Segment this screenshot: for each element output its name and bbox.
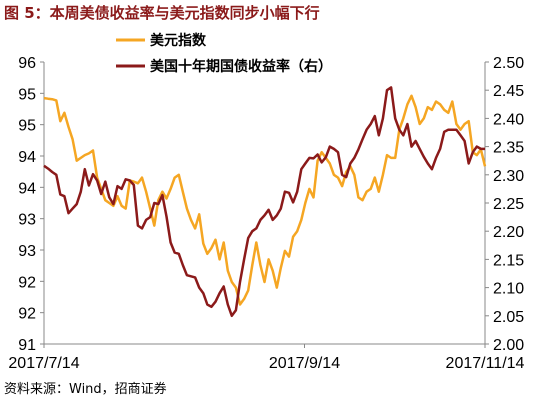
source-note: 资料来源：Wind，招商证券 [4,382,167,397]
y-left-tick-label: 92 [18,306,36,323]
series-lines [43,86,487,318]
y-right-tick-label: 2.05 [493,309,524,326]
y-right-tick-label: 2.25 [493,196,524,213]
y-left-tick-label: 94 [18,149,36,166]
y-right-tick-label: 2.30 [493,168,524,185]
series-line-usd-index [43,94,487,306]
y-right-tick-label: 2.10 [493,281,524,298]
y-right-tick-label: 2.40 [493,111,524,128]
y-left-tick-label: 95 [18,118,36,135]
y-right-tick-label: 2.20 [493,224,524,241]
y-left-tick-labels: 96 95 95 94 94 93 93 92 92 91 [18,55,44,354]
x-tick-labels: 2017/7/14 2017/9/14 2017/11/14 [8,344,525,372]
chart: 96 95 95 94 94 93 93 92 92 91 2.50 2.45 2.40 2.35 2.3… [8,32,525,372]
y-right-tick-labels: 2.50 2.45 2.40 2.35 2.30 2.25 2.20 2.15 2.10 2.05… [485,55,524,354]
y-right-tick-label: 2.45 [493,83,524,100]
series-line-ust10y-yield [43,86,485,318]
y-right-tick-label: 2.35 [493,140,524,157]
y-left-tick-label: 93 [18,243,36,260]
y-left-tick-label: 95 [18,86,36,103]
y-right-tick-label: 2.50 [493,55,524,72]
y-left-tick-label: 96 [18,55,36,72]
y-left-tick-label: 92 [18,274,36,291]
chart-title: 图 5：本周美债收益率与美元指数同步小幅下行 [4,4,320,22]
legend-label-ust10y: 美国十年期国债收益率（右） [150,58,332,75]
x-tick-label: 2017/7/14 [8,355,79,372]
legend-label-usd: 美元指数 [150,32,207,49]
x-tick-label: 2017/9/14 [269,355,340,372]
x-tick-label: 2017/11/14 [446,355,525,372]
y-left-tick-label: 94 [18,180,36,197]
legend: 美元指数 美国十年期国债收益率（右） [116,32,332,75]
y-right-tick-label: 2.00 [493,337,524,354]
y-right-tick-label: 2.15 [493,252,524,269]
y-left-tick-label: 91 [18,337,36,354]
y-left-tick-label: 93 [18,212,36,229]
